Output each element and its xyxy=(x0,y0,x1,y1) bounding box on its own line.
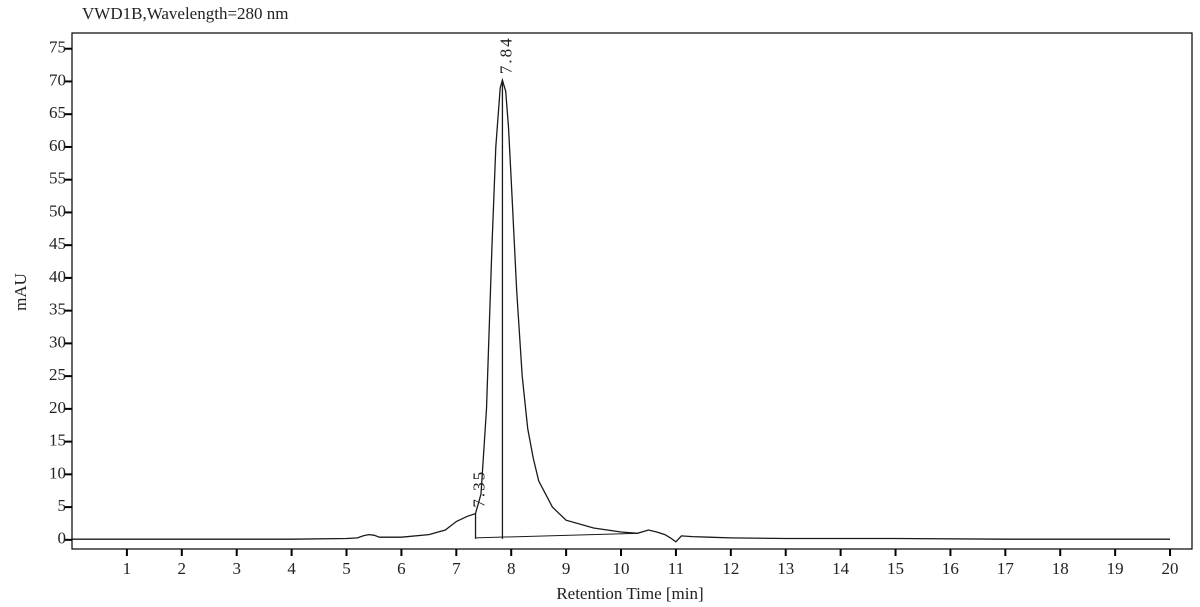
x-tick-label: 12 xyxy=(722,559,739,578)
y-tick-label: 15 xyxy=(49,431,66,450)
y-tick-label: 70 xyxy=(49,70,66,89)
integration-baseline xyxy=(475,532,638,539)
y-tick-label: 0 xyxy=(58,529,67,548)
x-tick-label: 10 xyxy=(613,559,630,578)
peak-label: 7.35 xyxy=(469,470,488,508)
x-tick-label: 7 xyxy=(452,559,461,578)
x-tick-label: 4 xyxy=(287,559,296,578)
y-tick-label: 25 xyxy=(49,365,66,384)
x-tick-label: 19 xyxy=(1107,559,1124,578)
y-tick-label: 55 xyxy=(49,169,66,188)
x-tick-label: 20 xyxy=(1162,559,1179,578)
trace xyxy=(72,77,1170,543)
y-tick-label: 75 xyxy=(49,38,66,57)
x-tick-label: 9 xyxy=(562,559,571,578)
y-tick-label: 65 xyxy=(49,103,66,122)
x-tick-label: 3 xyxy=(232,559,241,578)
x-tick-label: 15 xyxy=(887,559,904,578)
chart-title: VWD1B,Wavelength=280 nm xyxy=(82,4,289,23)
x-tick-label: 18 xyxy=(1052,559,1069,578)
x-tick-label: 16 xyxy=(942,559,959,578)
x-tick-label: 5 xyxy=(342,559,351,578)
x-tick-label: 2 xyxy=(178,559,187,578)
x-tick-label: 1 xyxy=(123,559,132,578)
y-tick-label: 60 xyxy=(49,136,66,155)
x-tick-label: 17 xyxy=(997,559,1015,578)
peak-label: 7.84 xyxy=(496,36,515,74)
y-tick-label: 10 xyxy=(49,463,66,482)
x-tick-label: 6 xyxy=(397,559,406,578)
y-tick-label: 20 xyxy=(49,398,66,417)
y-tick-label: 40 xyxy=(49,267,66,286)
x-tick-label: 8 xyxy=(507,559,516,578)
x-tick-label: 11 xyxy=(668,559,684,578)
x-tick-label: 13 xyxy=(777,559,794,578)
y-tick-label: 5 xyxy=(58,496,67,515)
y-tick-label: 50 xyxy=(49,201,66,220)
plot-frame xyxy=(71,32,1193,550)
x-tick-label: 14 xyxy=(832,559,850,578)
y-axis-label: mAU xyxy=(11,273,30,311)
y-tick-label: 35 xyxy=(49,300,66,319)
y-tick-label: 30 xyxy=(49,332,66,351)
y-tick-label: 45 xyxy=(49,234,66,253)
x-axis-label: Retention Time [min] xyxy=(556,584,703,603)
